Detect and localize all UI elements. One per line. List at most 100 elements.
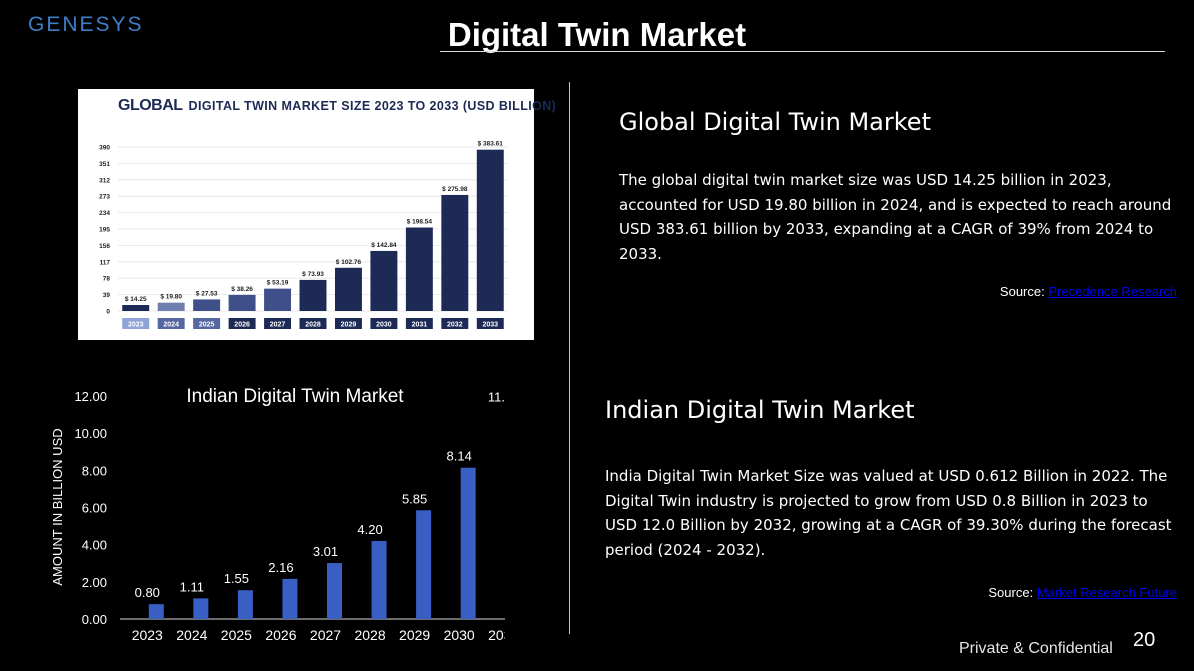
global-category-chip	[299, 318, 327, 329]
global-category-chip	[476, 318, 504, 329]
global-source-label: Source:	[999, 284, 1045, 299]
global-y-tick: 195	[99, 227, 110, 234]
global-y-tick: 117	[100, 259, 111, 266]
global-value-label: $ 14.25	[125, 296, 147, 303]
global-chart-title: GLOBAL DIGITAL TWIN MARKET SIZE 2023 TO 2…	[118, 97, 556, 115]
indian-value-label: 1.11	[180, 579, 204, 594]
global-chart-title-text: DIGITAL TWIN MARKET SIZE 2023 TO 2033 (U…	[188, 99, 557, 113]
indian-value-label: 3.01	[313, 544, 338, 559]
global-value-label: $ 142.84	[371, 242, 397, 249]
global-x-tick: 2029	[341, 322, 357, 329]
indian-bar	[148, 604, 164, 619]
indian-y-tick: 10.00	[74, 426, 107, 441]
indian-y-tick: 4.00	[82, 538, 107, 553]
global-bar	[334, 267, 362, 311]
global-bar	[441, 194, 469, 311]
indian-bar	[193, 598, 209, 619]
indian-x-tick: 2025	[221, 627, 252, 643]
global-value-label: $ 198.54	[407, 219, 433, 226]
global-bar-chart: 0 39 78 117 156 195 234 273 312 351 390 $ 14.25 2023…	[99, 141, 508, 329]
global-x-tick: 2033	[482, 322, 498, 329]
global-category-chip	[122, 318, 150, 329]
global-section-paragraph: The global digital twin market size was …	[619, 171, 1172, 263]
global-chart-card: GLOBAL DIGITAL TWIN MARKET SIZE 2023 TO 2…	[78, 89, 556, 340]
global-value-label: $ 38.26	[231, 286, 253, 293]
indian-value-label: 4.20	[357, 522, 382, 537]
indian-bar	[460, 467, 476, 619]
indian-value-label: 8.14	[447, 449, 472, 464]
global-y-tick: 234	[99, 210, 110, 217]
global-y-tick: 39	[103, 292, 111, 299]
global-value-label: $ 102.76	[336, 259, 362, 266]
indian-value-label: 11.34	[488, 389, 505, 404]
global-category-chip	[157, 318, 185, 329]
indian-value-label: 1.55	[224, 571, 249, 586]
global-y-tick: 156	[99, 243, 110, 250]
global-bar	[193, 299, 221, 311]
global-y-tick: 78	[103, 276, 111, 283]
indian-section-paragraph: India Digital Twin Market Size was value…	[605, 467, 1172, 559]
page-number: 20	[1133, 629, 1156, 651]
global-y-tick: 390	[99, 145, 110, 152]
global-category-chip	[264, 318, 292, 329]
global-category-chip	[441, 318, 469, 329]
global-bar	[228, 294, 256, 311]
indian-section-heading: Indian Digital Twin Market	[605, 396, 915, 424]
indian-bar	[237, 590, 253, 619]
global-chart-brand: GLOBAL	[118, 97, 183, 114]
global-category-chip	[228, 318, 256, 329]
confidential-label: Private & Confidential	[959, 640, 1113, 657]
global-y-tick: 273	[99, 194, 110, 201]
global-x-tick: 2031	[412, 322, 428, 329]
indian-source-label: Source:	[988, 585, 1034, 600]
indian-x-tick: 2031	[488, 627, 505, 643]
vertical-divider	[569, 82, 570, 634]
global-bar	[264, 288, 292, 311]
title-divider	[440, 51, 1165, 52]
global-category-chip	[405, 318, 433, 329]
global-value-label: $ 383.61	[478, 141, 504, 148]
indian-y-axis-label: AMOUNT IN BILLION USD	[50, 428, 65, 585]
global-bar	[405, 227, 433, 311]
global-source: Source: Precedence Research	[1000, 284, 1177, 299]
global-x-tick: 2028	[305, 322, 321, 329]
global-value-label: $ 27.53	[196, 290, 218, 297]
global-x-tick: 2030	[376, 322, 392, 329]
global-x-tick: 2024	[163, 322, 179, 329]
indian-x-tick: 2026	[265, 627, 296, 643]
global-bar	[476, 149, 504, 311]
global-section-heading: Global Digital Twin Market	[619, 108, 931, 136]
global-x-tick: 2027	[270, 322, 286, 329]
global-value-label: $ 53.19	[267, 280, 289, 287]
indian-x-tick: 2027	[310, 627, 341, 643]
page-title: Digital Twin Market	[447, 16, 747, 53]
global-value-label: $ 275.98	[442, 186, 468, 193]
global-bar	[157, 302, 185, 311]
global-y-tick: 0	[106, 309, 110, 316]
global-category-chip	[370, 318, 398, 329]
global-bar	[122, 305, 150, 311]
global-x-tick: 2032	[447, 322, 463, 329]
global-value-label: $ 73.93	[302, 271, 324, 278]
indian-bar-chart: Indian Digital Twin Market 0.00 2.00 4.00 6.…	[50, 386, 505, 643]
global-x-tick: 2026	[234, 322, 250, 329]
precedence-research-link[interactable]: Precedence Research	[1048, 284, 1177, 299]
global-category-chip	[334, 318, 362, 329]
indian-y-tick: 6.00	[82, 501, 107, 516]
global-y-tick: 351	[99, 161, 110, 168]
market-research-future-link[interactable]: Market Research Future	[1036, 585, 1177, 600]
indian-source: Source: Market Research Future	[988, 585, 1177, 600]
indian-chart-title: Indian Digital Twin Market	[186, 386, 404, 407]
global-y-tick: 312	[99, 177, 110, 184]
indian-x-tick: 2028	[354, 627, 385, 643]
global-x-tick: 2023	[128, 322, 144, 329]
indian-bar	[371, 540, 387, 619]
indian-y-tick: 8.00	[82, 463, 107, 478]
indian-x-tick: 2030	[444, 627, 475, 643]
global-bar	[299, 279, 327, 311]
indian-x-tick: 2023	[132, 627, 163, 643]
indian-y-tick: 0.00	[82, 612, 107, 627]
genesys-logo: GENESYS	[28, 13, 144, 36]
indian-value-label: 5.85	[402, 491, 427, 506]
indian-x-tick: 2024	[176, 627, 207, 643]
